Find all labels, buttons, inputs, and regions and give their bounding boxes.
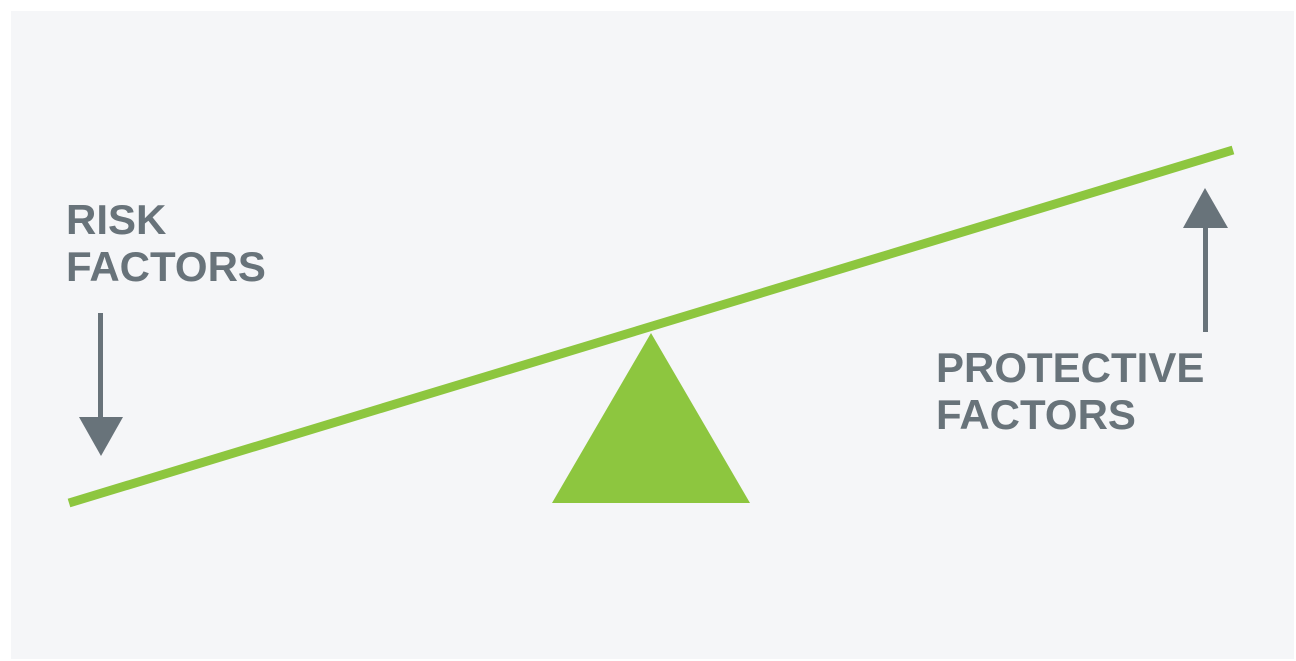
protective-factors-line2: FACTORS [936,391,1136,438]
risk-factors-line1: RISK [66,196,167,243]
arrow-up-icon [1183,188,1228,332]
risk-factors-label: RISK FACTORS [66,196,266,290]
risk-factors-line2: FACTORS [66,243,266,290]
seesaw-beam [67,145,1235,508]
seesaw-fulcrum [552,333,750,503]
protective-factors-line1: PROTECTIVE [936,344,1205,391]
diagram-background [11,11,1294,659]
arrow-down-icon [79,313,123,456]
protective-factors-label: PROTECTIVE FACTORS [936,344,1204,438]
